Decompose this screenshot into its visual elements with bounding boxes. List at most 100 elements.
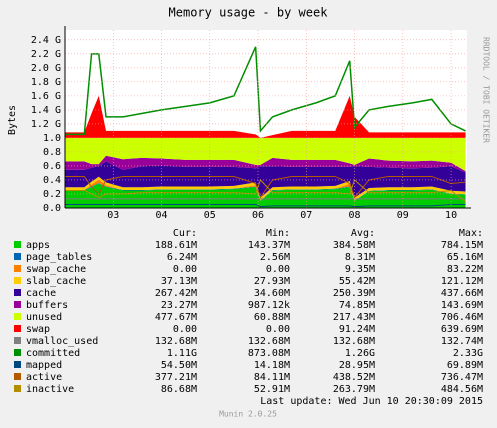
area-cache: [65, 161, 466, 198]
stat-value: 143.37M: [248, 240, 290, 251]
stat-header: Min:: [266, 228, 290, 239]
legend-label: unused: [26, 312, 62, 323]
stat-value: 484.56M: [441, 384, 483, 395]
stat-value: 437.66M: [441, 288, 483, 299]
stat-value: 37.13M: [161, 276, 197, 287]
stat-header: Avg:: [351, 228, 375, 239]
stat-value: 132.74M: [441, 336, 483, 347]
stat-value: 2.56M: [260, 252, 290, 263]
stat-value: 84.11M: [254, 372, 290, 383]
area-buffers: [65, 155, 466, 173]
legend-label: mapped: [26, 360, 62, 371]
stat-value: 34.60M: [254, 288, 290, 299]
legend-swatch: [14, 313, 21, 320]
x-tick-label: 07: [300, 210, 312, 221]
legend-label: cache: [26, 288, 56, 299]
y-tick-label: 1.2 G: [31, 119, 61, 130]
stat-value: 267.42M: [155, 288, 197, 299]
x-tick-label: 05: [204, 210, 216, 221]
legend-swatch: [14, 325, 21, 332]
stat-value: 23.27M: [161, 300, 197, 311]
stat-value: 83.22M: [447, 264, 483, 275]
area-unused: [65, 137, 466, 172]
y-tick-label: 1.8 G: [31, 77, 61, 88]
stat-value: 0.00: [173, 324, 197, 335]
legend-label: swap: [26, 324, 50, 335]
stat-value: 121.12M: [441, 276, 483, 287]
stat-value: 1.26G: [345, 348, 375, 359]
legend-label: slab_cache: [26, 276, 86, 287]
stat-value: 91.24M: [339, 324, 375, 335]
legend-swatch: [14, 277, 21, 284]
stat-value: 132.68M: [155, 336, 197, 347]
stat-value: 736.47M: [441, 372, 483, 383]
y-tick-label: 0.8: [43, 147, 61, 158]
stat-value: 54.50M: [161, 360, 197, 371]
y-tick-label: 2.0 G: [31, 63, 61, 74]
stat-value: 65.16M: [447, 252, 483, 263]
y-tick-label: 1.0: [43, 133, 61, 144]
area-slab_cache: [65, 176, 466, 201]
legend-label: apps: [26, 240, 50, 251]
y-tick-label: 1.4 G: [31, 105, 61, 116]
legend-swatch: [14, 385, 21, 392]
x-tick-label: 09: [397, 210, 409, 221]
stat-value: 188.61M: [155, 240, 197, 251]
y-tick-label: 0.4: [43, 175, 61, 186]
stat-value: 60.88M: [254, 312, 290, 323]
x-tick-label: 03: [107, 210, 119, 221]
stat-value: 28.95M: [339, 360, 375, 371]
y-tick-label: 2.2 G: [31, 49, 61, 60]
stat-value: 86.68M: [161, 384, 197, 395]
y-tick-label: 0.0: [43, 203, 61, 214]
legend-swatch: [14, 373, 21, 380]
legend-swatch: [14, 337, 21, 344]
stat-value: 639.69M: [441, 324, 483, 335]
legend-label: active: [26, 372, 62, 383]
stat-value: 0.00: [266, 264, 290, 275]
area-apps: [65, 183, 466, 208]
stat-value: 132.68M: [248, 336, 290, 347]
stat-value: 14.18M: [254, 360, 290, 371]
footer: Last update: Wed Jun 10 20:30:09 2015: [260, 396, 483, 407]
line-mapped: [65, 203, 466, 208]
legend-swatch: [14, 301, 21, 308]
stat-header: Cur:: [173, 228, 197, 239]
y-axis-label: Bytes: [7, 105, 18, 135]
stat-value: 438.52M: [333, 372, 375, 383]
y-tick-label: 2.4 G: [31, 35, 61, 46]
legend-swatch: [14, 349, 21, 356]
stat-value: 55.42M: [339, 276, 375, 287]
x-tick-label: 06: [252, 210, 264, 221]
stat-value: 132.68M: [333, 336, 375, 347]
side-label: RRDTOOL / TOBI OETIKER: [482, 37, 491, 143]
y-tick-label: 0.6: [43, 161, 61, 172]
legend-label: inactive: [26, 384, 74, 395]
stat-header: Max:: [459, 228, 483, 239]
stat-value: 27.93M: [254, 276, 290, 287]
legend-swatch: [14, 253, 21, 260]
legend-label: vmalloc_used: [26, 336, 98, 347]
legend-swatch: [14, 265, 21, 272]
stat-value: 6.24M: [167, 252, 197, 263]
line-committed: [65, 46, 466, 136]
stat-value: 263.79M: [333, 384, 375, 395]
stat-value: 52.91M: [254, 384, 290, 395]
x-tick-label: 08: [349, 210, 361, 221]
stat-value: 9.35M: [345, 264, 375, 275]
y-tick-label: 1.6 G: [31, 91, 61, 102]
stat-value: 250.39M: [333, 288, 375, 299]
y-tick-label: 0.2: [43, 189, 61, 200]
stat-value: 0.00: [266, 324, 290, 335]
legend-swatch: [14, 289, 21, 296]
x-tick-label: 10: [445, 210, 457, 221]
area-swap: [65, 95, 466, 138]
legend-label: page_tables: [26, 252, 92, 263]
stat-value: 784.15M: [441, 240, 483, 251]
chart-title: Memory usage - by week: [169, 6, 329, 20]
line-active: [65, 175, 466, 199]
stat-value: 873.08M: [248, 348, 290, 359]
stat-value: 143.69M: [441, 300, 483, 311]
legend-label: swap_cache: [26, 264, 86, 275]
